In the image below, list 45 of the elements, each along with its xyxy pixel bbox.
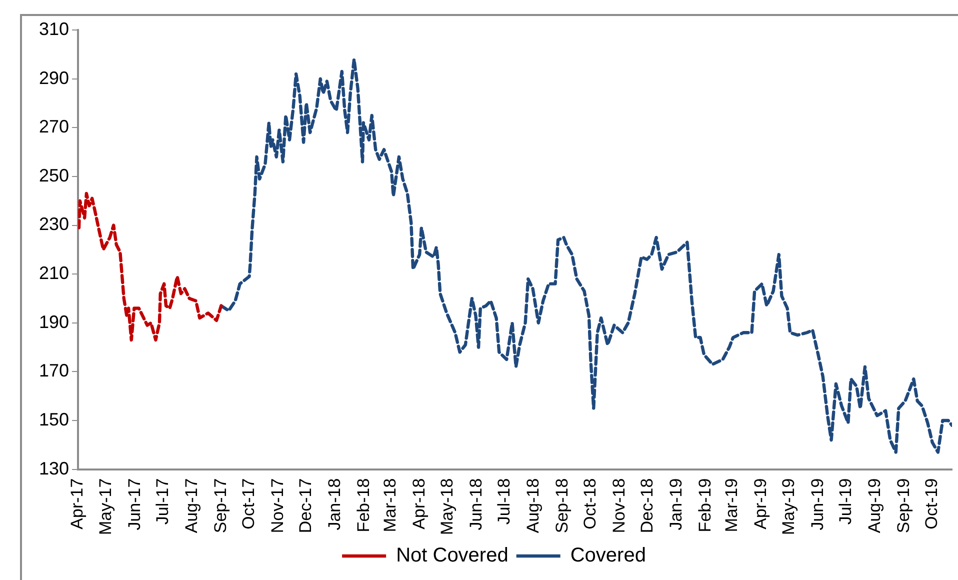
x-tick-label: Nov-17: [268, 478, 287, 534]
y-tick-label: 270: [38, 116, 70, 137]
x-tick-label: Jan-18: [325, 478, 344, 530]
x-tick-label: Jul-19: [836, 478, 855, 525]
line-series: [220, 58, 952, 454]
x-tick-label: Jan-19: [666, 478, 686, 530]
x-tick-label: Feb-19: [696, 478, 715, 532]
x-tick-label: Apr-19: [750, 478, 770, 530]
y-tick-label: 250: [38, 165, 70, 186]
x-tick-label: May-18: [437, 478, 456, 535]
x-tick-label: Feb-18: [354, 478, 374, 532]
x-tick-label: Jul-18: [494, 478, 514, 525]
x-tick-label: Aug-18: [523, 478, 542, 534]
y-tick-label: 230: [38, 214, 70, 234]
x-tick-label: Mar-18: [380, 478, 400, 532]
x-tick-label: Jun-18: [466, 478, 486, 530]
y-tick-label: 130: [38, 458, 70, 478]
x-tick-label: Sep-18: [552, 478, 572, 534]
x-tick-label: Jun-17: [124, 478, 144, 530]
x-tick-label: Sep-19: [894, 478, 913, 534]
x-tick-label: Apr-17: [68, 478, 87, 530]
x-tick-label: Dec-17: [296, 478, 316, 534]
x-tick-label: Oct-19: [922, 478, 942, 530]
x-tick-label: Oct-17: [238, 478, 258, 530]
y-tick-label: 290: [38, 68, 70, 88]
x-tick-label: Sep-17: [210, 478, 230, 534]
x-tick-label: Nov-18: [610, 478, 629, 534]
x-tick-label: Apr-18: [409, 478, 428, 530]
x-tick-label: Aug-19: [864, 478, 884, 534]
x-tick-label: Dec-18: [638, 478, 657, 534]
y-tick-label: 190: [38, 312, 70, 332]
y-tick-label: 210: [38, 263, 70, 284]
x-tick-label: Jun-19: [808, 478, 827, 530]
x-tick-label: Mar-19: [722, 478, 741, 532]
y-tick-label: 150: [38, 409, 70, 430]
x-tick-label: Aug-17: [182, 478, 201, 534]
line-series: [78, 192, 223, 342]
x-tick-label: May-17: [96, 478, 115, 535]
x-tick-label: Oct-18: [580, 478, 600, 530]
y-tick-label: 170: [38, 360, 70, 381]
x-tick-label: Jul-17: [152, 478, 172, 525]
y-tick-label: 310: [38, 18, 70, 39]
legend-label: Covered: [570, 544, 646, 567]
legend-label: Not Covered: [396, 544, 508, 567]
x-tick-label: May-19: [778, 478, 798, 535]
